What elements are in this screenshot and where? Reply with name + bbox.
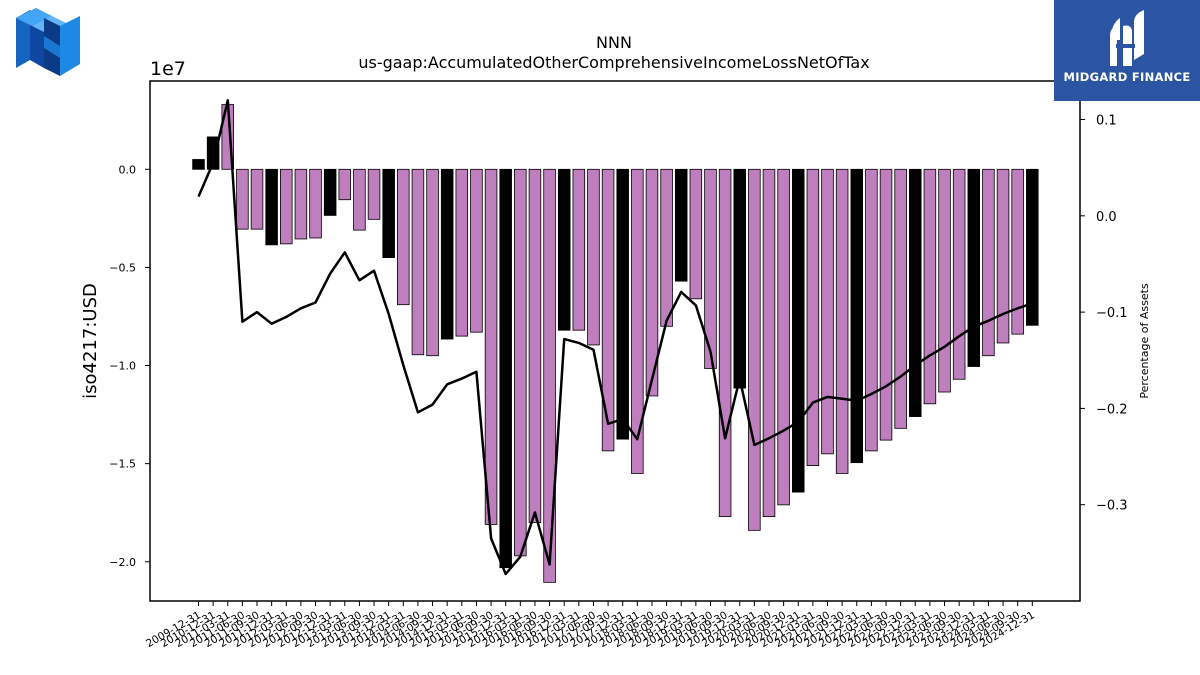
bar (440, 168, 454, 340)
bar (850, 168, 864, 464)
right-axis-ticks: 0.1 0.0 −0.1 −0.2 −0.3 (1080, 114, 1128, 514)
bar (909, 168, 922, 417)
nnn-logo (14, 6, 82, 84)
bar (206, 136, 220, 170)
bar (411, 168, 425, 356)
y-axis-label: iso4217:USD (80, 283, 101, 399)
bar (996, 168, 1010, 344)
bar (938, 168, 951, 393)
bar (1011, 168, 1024, 335)
bar (528, 168, 542, 523)
y-tick-label: −1.5 (109, 458, 136, 471)
y2-tick-label: 0.0 (1096, 210, 1117, 225)
bar (777, 168, 790, 506)
bar (557, 168, 571, 331)
bar (587, 168, 600, 346)
x-axis-ticks: 2009-12-312010-12-312011-03-312011-06-30… (144, 601, 1037, 650)
y2-tick-label: −0.1 (1096, 306, 1128, 321)
y-tick-label: −2.0 (109, 556, 136, 569)
bar (572, 168, 586, 331)
bar (689, 168, 703, 300)
bar (1026, 168, 1039, 326)
plot-frame (149, 80, 1081, 602)
bar (280, 168, 293, 245)
bar (894, 168, 907, 429)
brand-logo-box: MIDGARD FINANCE (1054, 0, 1200, 101)
bar (791, 168, 805, 493)
bar (484, 168, 498, 525)
bar (499, 168, 512, 569)
bar (982, 168, 995, 357)
bar (645, 168, 659, 397)
bar (250, 168, 264, 230)
y-tick-label: −1.0 (109, 360, 136, 373)
bar (660, 168, 673, 327)
bar (397, 168, 410, 306)
midgard-finance-logo-icon (1110, 10, 1144, 66)
bar (367, 168, 381, 220)
bar (733, 168, 746, 389)
chart-subtitle: us-gaap:AccumulatedOtherComprehensiveInc… (358, 53, 869, 72)
bar (704, 168, 717, 369)
bar (748, 168, 761, 531)
y-tick-label: 0.0 (119, 163, 137, 176)
bar (455, 168, 469, 337)
bar (967, 168, 981, 367)
bar-series (192, 104, 1039, 583)
bar (762, 168, 776, 518)
percentage-line-series (197, 99, 1033, 576)
bar (265, 168, 278, 246)
bar (426, 168, 439, 357)
bar (952, 168, 966, 380)
y-offset-label: 1e7 (150, 58, 186, 80)
bar (616, 168, 629, 440)
bar (821, 168, 834, 455)
bar (236, 168, 249, 230)
left-axis-ticks: 0.0 −0.5 −1.0 −1.5 −2.0 (109, 163, 150, 569)
y-tick-label: −0.5 (109, 261, 136, 274)
bar (543, 168, 556, 583)
chart-title: NNN (596, 33, 632, 52)
bar (514, 168, 527, 557)
bar (470, 168, 483, 333)
percentage-line (197, 99, 1033, 576)
bar (382, 168, 395, 259)
bar (338, 168, 352, 201)
bar (294, 168, 308, 240)
bar (323, 168, 337, 216)
bar (353, 168, 366, 231)
bar (865, 168, 878, 452)
bar (879, 168, 893, 441)
bar (674, 168, 688, 282)
y2-axis-label: Percentage of Assets (1138, 283, 1151, 399)
y2-tick-label: 0.1 (1096, 114, 1117, 129)
y2-tick-label: −0.2 (1096, 402, 1128, 417)
bar (718, 168, 732, 518)
bar (601, 168, 615, 452)
bar (835, 168, 849, 474)
bar (806, 168, 820, 467)
bar (923, 168, 937, 405)
brand-name: MIDGARD FINANCE (1063, 70, 1191, 84)
bar (192, 159, 205, 170)
y2-tick-label: −0.3 (1096, 499, 1128, 514)
bar (631, 168, 644, 474)
bar (309, 168, 322, 239)
